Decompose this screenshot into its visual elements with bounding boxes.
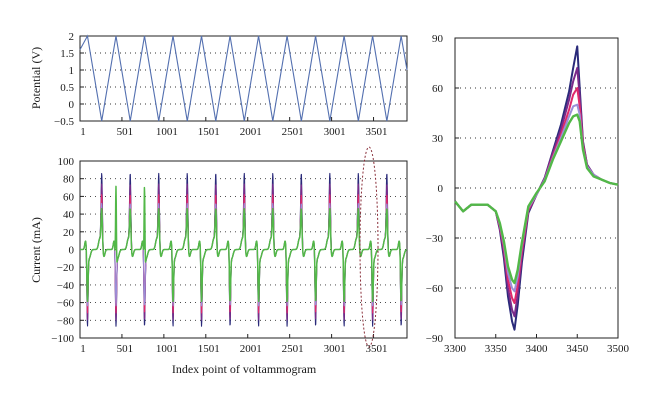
current-x-tick-label: 2001 <box>240 343 262 355</box>
current-x-tick-label: 3501 <box>366 343 388 355</box>
zoom-y-tick-label: −60 <box>426 283 444 295</box>
current-x-tick-label: 501 <box>117 343 134 355</box>
current-x-tick-label: 2501 <box>282 343 304 355</box>
potential-y-tick-label: 0.5 <box>60 82 74 94</box>
zoom-series-line <box>454 103 619 293</box>
current-series-line <box>79 185 408 303</box>
current-y-tick-label: −20 <box>57 262 75 274</box>
potential-series-line <box>79 34 408 122</box>
current-y-axis-label: Current (mA) <box>29 217 43 283</box>
zoom-y-tick-label: 0 <box>438 183 444 195</box>
zoom-region-ellipse <box>359 146 379 348</box>
potential-x-tick-label: 3001 <box>324 126 346 138</box>
current-y-tick-label: 20 <box>63 227 75 239</box>
potential-x-tick-label: 3501 <box>366 126 388 138</box>
current-y-tick-label: −100 <box>51 333 74 345</box>
current-y-tick-label: 0 <box>69 245 75 257</box>
potential-x-tick-label: 1501 <box>198 126 220 138</box>
potential-x-tick-label: 2501 <box>282 126 304 138</box>
zoom-series-line <box>454 45 619 331</box>
zoom-plot-frame <box>454 37 619 339</box>
zoom-x-tick-label: 3350 <box>485 343 508 355</box>
potential-y-tick-label: 1.5 <box>60 48 74 60</box>
current-y-tick-label: 40 <box>63 209 75 221</box>
potential-x-tick-label: 1001 <box>156 126 178 138</box>
zoom-x-tick-label: 3450 <box>566 343 589 355</box>
potential-x-tick-label: 2001 <box>240 126 262 138</box>
current-x-tick-label: 1 <box>80 343 86 355</box>
potential-plot-frame <box>79 35 408 122</box>
current-y-tick-label: −40 <box>57 280 75 292</box>
current-panel: Current (mA) Index point of voltammogram… <box>29 146 408 376</box>
current-y-tick-label: 60 <box>63 191 75 203</box>
current-y-tick-label: 100 <box>58 156 75 168</box>
zoom-y-tick-label: 60 <box>432 83 444 95</box>
potential-y-tick-label: 2 <box>69 31 75 43</box>
potential-y-tick-label: −0.5 <box>54 116 74 128</box>
zoom-y-tick-label: 30 <box>432 133 444 145</box>
potential-y-axis-label: Potential (V) <box>29 47 43 109</box>
current-x-tick-label: 1501 <box>198 343 220 355</box>
current-y-tick-label: 80 <box>63 174 75 186</box>
zoom-y-tick-label: −30 <box>426 233 444 245</box>
zoom-y-tick-label: 90 <box>432 33 444 45</box>
current-y-tick-label: −60 <box>57 298 75 310</box>
potential-y-tick-label: 1 <box>69 65 75 77</box>
zoom-x-tick-label: 3300 <box>444 343 467 355</box>
current-x-tick-label: 3001 <box>324 343 346 355</box>
current-x-tick-label: 1001 <box>156 343 178 355</box>
current-y-tick-label: −80 <box>57 315 75 327</box>
potential-y-tick-label: 0 <box>69 99 75 111</box>
potential-x-tick-label: 501 <box>117 126 134 138</box>
zoom-series-line <box>454 113 619 285</box>
zoom-y-tick-label: −90 <box>426 333 444 345</box>
potential-panel: Potential (V) 21.510.50−0.51 501 1001 1501 2… <box>29 31 408 138</box>
potential-x-tick-label: 1 <box>80 126 86 138</box>
zoom-x-tick-label: 3400 <box>526 343 549 355</box>
current-x-axis-label: Index point of voltammogram <box>172 362 317 376</box>
zoom-x-tick-label: 3500 <box>607 343 630 355</box>
